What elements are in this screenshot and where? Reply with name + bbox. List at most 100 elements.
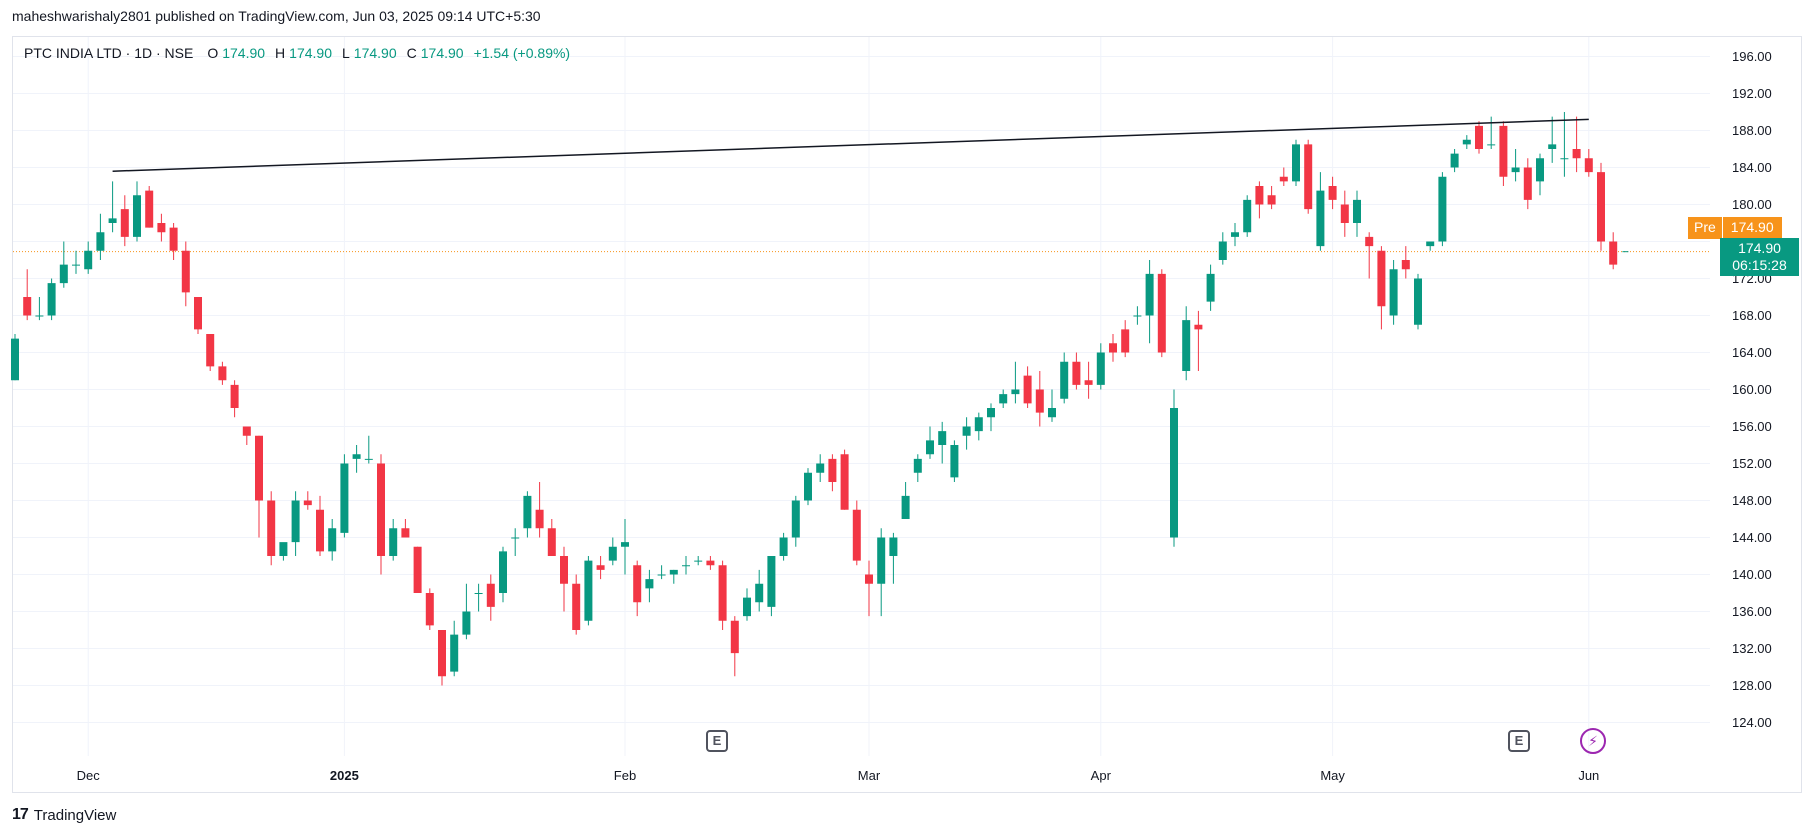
price-axis-tick-label: 156.00	[1732, 418, 1772, 434]
premarket-value: 174.90	[1721, 217, 1782, 239]
candle-body	[181, 250, 190, 293]
candle-body	[1243, 199, 1252, 233]
candle	[1072, 352, 1081, 390]
candle-body	[218, 366, 227, 381]
price-axis-tick-label: 144.00	[1732, 529, 1772, 545]
candle-body	[1170, 408, 1178, 538]
candle	[938, 421, 947, 464]
low-label: L	[342, 45, 350, 61]
candle	[255, 435, 263, 538]
tradingview-brand[interactable]: 17 TradingView	[12, 806, 116, 824]
candle-body	[413, 546, 422, 593]
candle	[364, 435, 373, 464]
candle	[1109, 334, 1117, 362]
candle-body	[1231, 232, 1239, 237]
candle-body	[779, 537, 788, 556]
price-axis-tick-label: 124.00	[1732, 714, 1772, 730]
candle-body	[865, 574, 873, 584]
candle	[560, 546, 568, 612]
open-value: 174.90	[222, 45, 266, 61]
candles	[11, 112, 1629, 686]
candle	[425, 588, 434, 630]
candle	[1292, 139, 1300, 186]
candle	[499, 546, 507, 603]
candle-body	[169, 227, 178, 251]
price-axis-tick-label: 196.00	[1732, 48, 1772, 64]
candle-body	[1438, 176, 1447, 242]
candle	[133, 181, 141, 242]
high-label: H	[275, 45, 286, 61]
candle	[584, 556, 593, 626]
candle-body	[950, 445, 959, 478]
candle-body	[438, 630, 446, 677]
candle	[352, 445, 361, 473]
candle	[840, 449, 849, 510]
candle	[962, 417, 971, 450]
candle	[438, 630, 446, 686]
candle-body	[1340, 204, 1349, 223]
candle	[120, 195, 129, 247]
candle	[1304, 139, 1313, 214]
candle	[450, 620, 459, 677]
candle-body	[913, 458, 922, 473]
candle	[1279, 167, 1288, 186]
candle-body	[730, 620, 739, 654]
candle-body	[987, 408, 995, 418]
candle	[1182, 306, 1191, 381]
candle-body	[328, 528, 337, 552]
candle-body	[84, 250, 93, 270]
price-axis-tick-label: 140.00	[1732, 566, 1772, 582]
candle-body	[1426, 241, 1435, 247]
candle	[1255, 181, 1264, 219]
candle-body	[889, 537, 898, 556]
candle-body	[1401, 260, 1410, 270]
candle	[328, 519, 337, 561]
candle	[865, 560, 873, 617]
time-axis-tick-label: 2025	[329, 768, 359, 783]
candle-body	[877, 537, 886, 584]
candle-body	[657, 574, 666, 576]
candle-body	[1218, 241, 1227, 260]
candle	[1084, 361, 1093, 399]
candle-body	[1462, 139, 1471, 145]
candle	[1365, 232, 1374, 279]
earnings-event-icon[interactable]: E	[1508, 730, 1530, 752]
candle	[1414, 273, 1422, 330]
tradingview-logo-icon: 17	[12, 806, 29, 823]
candle	[1609, 232, 1618, 270]
candle-body	[974, 417, 983, 432]
candle-body	[1353, 199, 1361, 223]
candle	[1133, 306, 1142, 325]
candle	[987, 403, 995, 432]
candle	[1328, 176, 1337, 210]
candle	[1438, 172, 1447, 247]
candle-body	[401, 528, 410, 538]
candle-body	[206, 334, 215, 367]
candle-body	[96, 232, 105, 251]
symbol-legend: PTC INDIA LTD · 1D · NSE O 174.90 H 174.90…	[24, 45, 576, 61]
candle	[59, 241, 68, 288]
candle-body	[828, 458, 837, 482]
candle-body	[1157, 273, 1166, 353]
candle-body	[791, 500, 800, 538]
chart-frame[interactable]	[12, 36, 1802, 793]
candle	[169, 223, 178, 260]
candle	[974, 412, 983, 441]
candle-body	[279, 542, 288, 556]
price-axis-tick-label: 180.00	[1732, 196, 1772, 212]
candle	[718, 560, 727, 630]
candle-body	[352, 454, 361, 459]
earnings-event-icon[interactable]: E	[706, 730, 728, 752]
candle	[999, 389, 1008, 408]
candle-body	[608, 546, 617, 561]
symbol-label[interactable]: PTC INDIA LTD · 1D · NSE	[24, 45, 194, 61]
candle-body	[718, 565, 727, 621]
price-axis-tick-label: 192.00	[1732, 85, 1772, 101]
lightning-bolt-icon[interactable]: ⚡	[1580, 728, 1606, 754]
candle-body	[157, 223, 166, 233]
candle	[645, 569, 654, 603]
candle-body	[59, 264, 68, 284]
candle	[303, 491, 312, 510]
candle	[316, 495, 324, 556]
